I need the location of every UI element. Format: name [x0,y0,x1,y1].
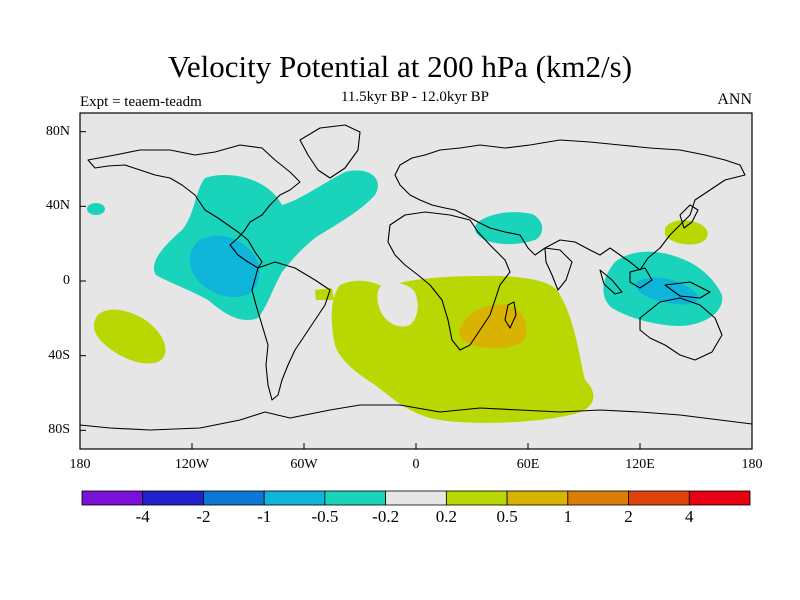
coastline-eurasia [394,139,746,271]
lat-tick-label: 80N [45,123,70,139]
contour-fill-atlantic-spot [315,288,334,300]
colorbar-label: -0.5 [311,507,339,526]
coastline-borneo [629,267,653,289]
coastline-australia [639,297,723,361]
colorbar-swatch [385,490,447,506]
lat-tick-label: 80S [48,422,70,438]
lat-tick-label: 40N [45,198,70,214]
lon-tick-label: 120W [174,457,210,472]
colorbar-label: -2 [196,507,211,526]
coastline-sumatra [599,269,623,295]
colorbar-label: -0.2 [372,507,400,526]
colorbar-swatch [688,490,751,506]
lat-tick-label: 40S [48,347,70,363]
colorbar-label: 0.5 [496,507,518,526]
coastline-antarctica [79,404,753,431]
axis-ticks [79,131,753,449]
coastline-japan [679,204,699,229]
contour-fill-japan-pos02 [665,220,708,245]
colorbar-swatch [81,490,144,506]
lon-tick-label: 180 [741,457,763,472]
coastlines [79,124,753,431]
colorbar-label: 1 [563,507,573,526]
coastline-madagascar [504,301,517,329]
colorbar-swatch [445,490,508,506]
colorbar-label: 0.2 [435,507,457,526]
lon-tick-label: 0 [412,457,420,472]
colorbar-swatch [142,490,204,506]
colorbar-swatch [203,490,265,506]
coastline-north-america [87,144,301,269]
lon-tick-label: 60E [516,457,540,472]
lon-tick-label: 180 [69,457,91,472]
contour-fill-pacific-spot [87,203,105,215]
colorbar-swatch [567,490,629,506]
experiment-label: Expt = teaem-teadm [80,94,202,110]
lat-tick-label: 0 [63,273,70,288]
plot-subtitle: 11.5kyr BP - 12.0kyr BP [340,89,490,105]
colorbar-swatch [628,490,690,506]
coastline-new-guinea [664,281,711,299]
season-label: ANN [717,91,752,108]
contour-fill-madagascar-pos05 [459,304,527,349]
coastline-africa [387,211,511,351]
lon-tick-label: 60W [290,457,318,472]
contour-fill-americas-neg05 [189,235,260,298]
contour-fills [87,170,723,423]
contour-fill-indonesia-neg05 [635,277,699,305]
coastline-greenland [299,124,361,179]
colorbar [81,490,751,506]
coastline-india [544,247,573,291]
coastline-south-america [251,261,331,401]
colorbar-swatch [263,490,326,506]
lon-tick-label: 120E [625,457,655,472]
contour-fill-south-pacific-pos02 [93,309,166,364]
colorbar-swatch [506,490,569,506]
colorbar-label: 2 [624,507,633,526]
colorbar-label: -1 [257,507,272,526]
colorbar-label: 4 [685,507,694,526]
plot-title: Velocity Potential at 200 hPa (km2/s) [167,49,633,84]
contour-fill-middle-east-neg02 [474,212,543,245]
colorbar-label: -4 [135,507,150,526]
colorbar-swatch [324,490,387,506]
contour-fill-atlantic-neutral [377,282,418,327]
